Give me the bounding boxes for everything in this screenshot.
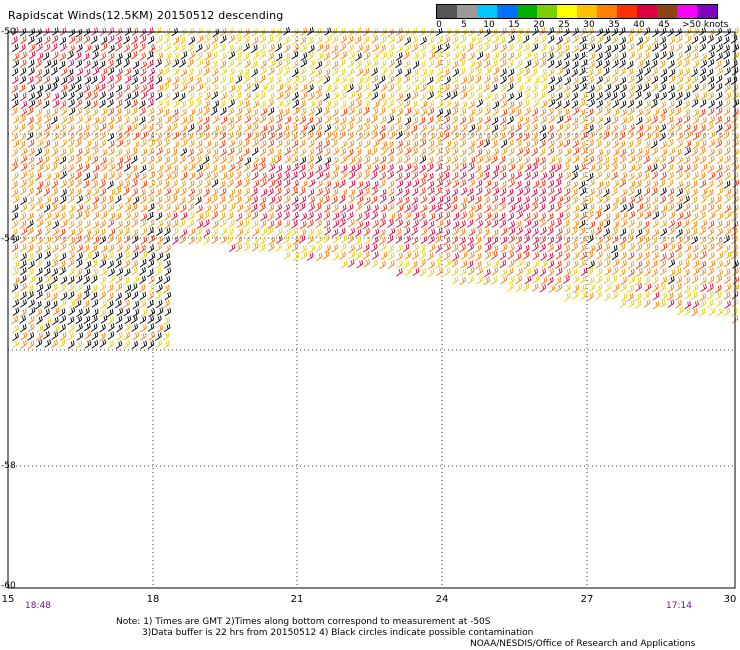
map-frame	[7, 31, 736, 589]
legend-swatch	[657, 5, 677, 18]
legend-swatch	[457, 5, 477, 18]
legend-swatch	[517, 5, 537, 18]
wind-barb-group	[11, 27, 740, 349]
legend-swatch	[617, 5, 637, 18]
legend-label: 35	[608, 20, 620, 30]
legend-swatch	[677, 5, 697, 18]
lat-label-58: -58	[1, 461, 16, 471]
legend-swatch	[497, 5, 517, 18]
wind-barb-group	[11, 26, 740, 350]
map-title: Rapidscat Winds(12.5KM) 20150512 descend…	[8, 9, 284, 22]
legend-swatch	[437, 5, 457, 18]
lon-label-18: 18	[146, 594, 160, 605]
legend-label: 45	[658, 20, 670, 30]
lat-label-50: -50	[1, 27, 16, 37]
legend-swatch	[597, 5, 617, 18]
start-time: 18:48	[25, 601, 51, 611]
legend-label: 25	[558, 20, 570, 30]
legend-label: 10	[483, 20, 495, 30]
legend-swatch	[477, 5, 497, 18]
lon-label-15: 15	[1, 594, 15, 605]
note-line-2: 3)Data buffer is 22 hrs from 20150512 4)…	[142, 628, 534, 638]
wind-barbs	[11, 26, 740, 350]
legend-swatch	[537, 5, 557, 18]
legend-color-bar	[436, 4, 718, 19]
legend-label: 40	[633, 20, 645, 30]
end-time: 17:14	[666, 601, 692, 611]
legend-label: 15	[508, 20, 520, 30]
legend-label: 20	[533, 20, 545, 30]
note-line-1: Note: 1) Times are GMT 2)Times along bot…	[116, 617, 491, 627]
credit-line: NOAA/NESDIS/Office of Research and Appli…	[470, 639, 696, 649]
legend-swatch	[697, 5, 717, 18]
legend-swatch	[577, 5, 597, 18]
lon-label-30: 30	[723, 594, 737, 605]
legend-swatch	[637, 5, 657, 18]
legend-label: 0	[436, 20, 442, 30]
legend-swatch	[557, 5, 577, 18]
legend-label: 5	[461, 20, 467, 30]
map-grid	[8, 31, 735, 588]
wind-barb-group	[11, 26, 739, 350]
wind-speed-legend: 0 5 10 15 20 25 30 35 40 45 >50 knots	[436, 4, 729, 31]
legend-label: 30	[583, 20, 595, 30]
lat-label-60: -60	[1, 581, 16, 591]
wind-barb-group	[11, 27, 739, 310]
legend-label: >50 knots	[682, 20, 729, 30]
lon-label-27: 27	[580, 594, 594, 605]
lon-label-21: 21	[290, 594, 304, 605]
lon-label-24: 24	[435, 594, 449, 605]
wind-barb-group	[11, 27, 740, 294]
legend-labels: 0 5 10 15 20 25 30 35 40 45 >50 knots	[436, 19, 728, 31]
lat-label-54: -54	[1, 234, 16, 244]
